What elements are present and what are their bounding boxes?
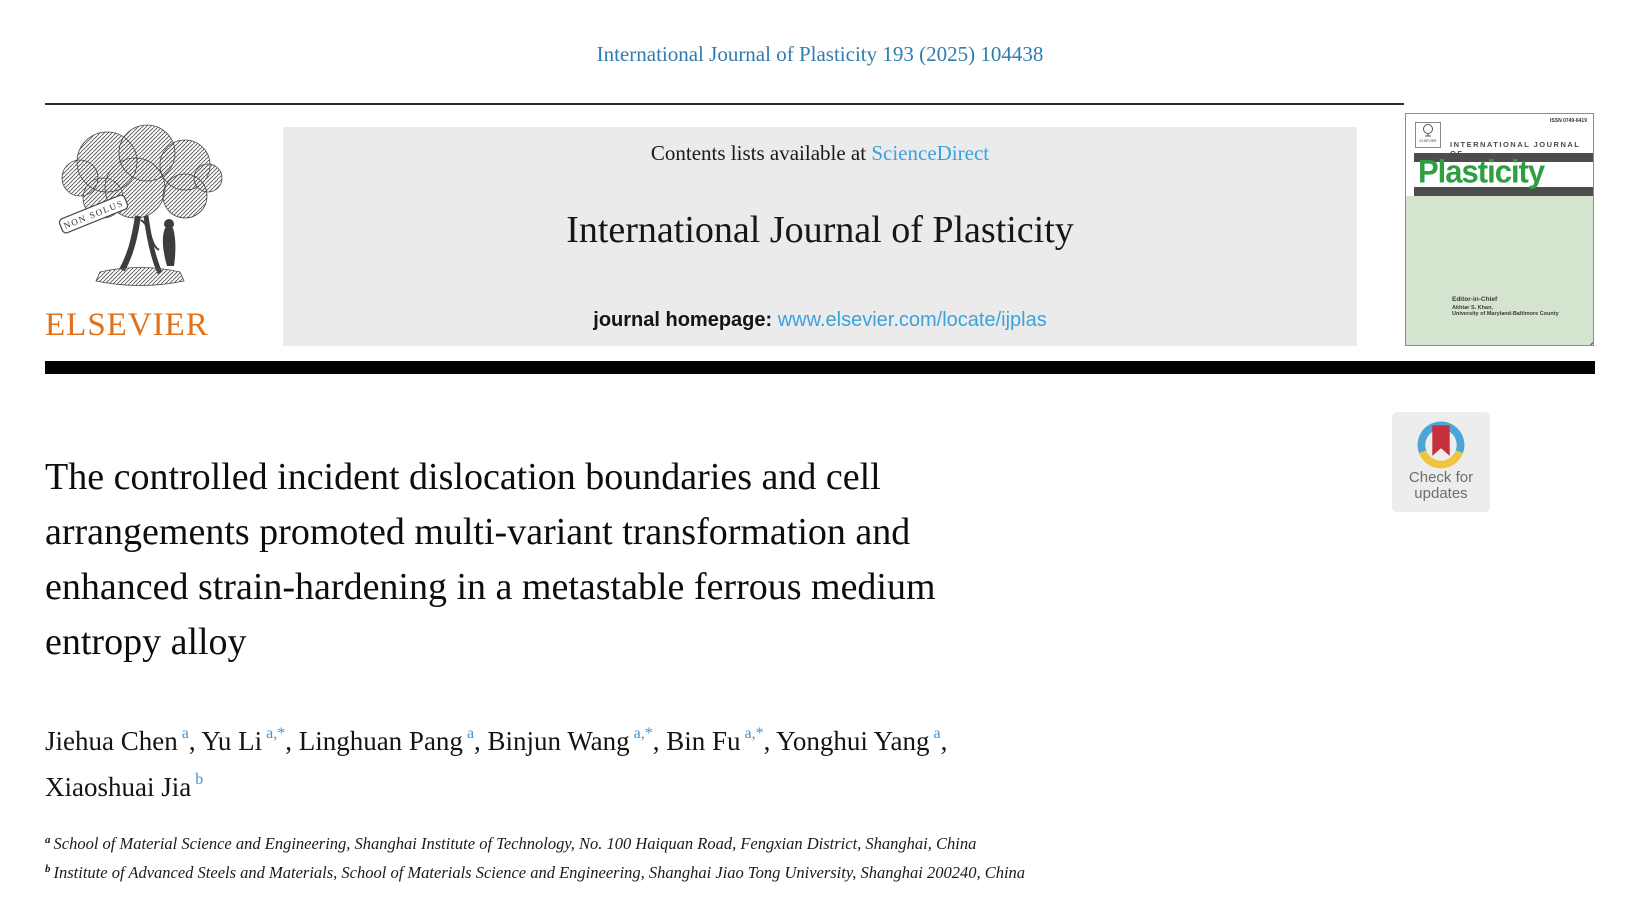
section-divider-bar [45,361,1595,374]
crossmark-logo [1392,420,1490,470]
author-name: Xiaoshuai Jia [45,772,192,802]
check-badge-label: Check for updates [1392,470,1490,502]
author-affiliation-sup: a,* [633,725,653,742]
author-name: Yu Li [201,726,263,756]
author-name: Yonghui Yang [776,726,930,756]
journal-citation-header: International Journal of Plasticity 193 … [596,42,1044,66]
homepage-label: journal homepage: [593,309,778,331]
cover-editor-label: Editor-in-Chief [1452,296,1498,303]
author-list: Jiehua Chen a, Yu Li a,*, Linghuan Pang a, … [45,725,1365,803]
author-name: Jiehua Chen [45,726,178,756]
author-name: Bin Fu [666,726,741,756]
cover-editor-affiliation: University of Maryland-Baltimore County [1452,311,1559,317]
elsevier-wordmark: ELSEVIER [45,307,209,343]
homepage-line: journal homepage: www.elsevier.com/locat… [283,309,1357,332]
affiliation-sup: b [45,863,51,875]
author-name: Linghuan Pang [298,726,463,756]
author-separator: , [652,726,667,756]
author-affiliation-sup: b [195,771,204,788]
author-separator: , [940,726,948,756]
cover-body: Editor-in-Chief Akhtar S. Khan, Universi… [1406,196,1593,345]
journal-cover-thumbnail[interactable]: ISSN 0749-6419 ELSEVIER INTERNATIONAL JO… [1405,113,1594,346]
cover-elsevier-mini-logo: ELSEVIER [1415,122,1441,148]
check-for-updates-badge[interactable]: Check for updates [1392,412,1490,512]
author-separator: , [285,726,299,756]
article-title: The controlled incident dislocation boun… [45,450,1345,670]
author-affiliation-sup: a [933,725,941,742]
affiliation-b: b Institute of Advanced Steels and Materi… [45,863,1385,883]
crossmark-bookmark-icon [1432,425,1450,456]
affiliation-text: Institute of Advanced Steels and Materia… [53,863,1026,882]
cover-diagonal-rule-1 [1519,337,1593,345]
cover-title-logotype: Plasticity [1418,153,1545,190]
cover-editor-block: Editor-in-Chief Akhtar S. Khan, Universi… [1452,296,1559,317]
author-affiliation-sup: a,* [266,725,286,742]
affiliation-text: School of Material Science and Engineeri… [53,834,977,853]
sciencedirect-link[interactable]: ScienceDirect [871,141,990,165]
affiliations-block: a School of Material Science and Engineer… [45,834,1385,892]
cover-editor-name: Akhtar S. Khan, [1452,305,1493,311]
article-title-line: arrangements promoted multi-variant tran… [45,511,911,553]
author-list-line1: Jiehua Chen a, Yu Li a,*, Linghuan Pang a, … [45,725,1365,757]
author-affiliation-sup: a [466,725,475,742]
check-badge-label-line2: updates [1414,485,1468,502]
author-separator: , [188,726,202,756]
article-title-line: The controlled incident dislocation boun… [45,456,881,498]
article-title-line: entropy alloy [45,621,247,663]
author-name: Binjun Wang [487,726,630,756]
contents-prefix: Contents lists available at [650,141,872,165]
affiliation-a: a School of Material Science and Engineer… [45,834,1385,854]
cover-bottom-bar [1414,187,1593,196]
elsevier-tree-icon: NON SOLUS [58,124,223,286]
homepage-url-link[interactable]: www.elsevier.com/locate/ijplas [777,309,1047,331]
affiliation-sup: a [45,834,51,846]
elsevier-logo: NON SOLUS ELSEVIER [45,118,240,346]
masthead-journal-title: International Journal of Plasticity [566,209,1074,251]
article-title-line: enhanced strain-hardening in a metastabl… [45,566,936,608]
contents-line: Contents lists available at ScienceDirec… [283,141,1357,166]
author-affiliation-sup: a,* [744,725,764,742]
top-divider-rule [45,103,1404,105]
author-list-line2: Xiaoshuai Jia b [45,771,1365,803]
cover-top-bar [1414,153,1593,162]
masthead-box: Contents lists available at ScienceDirec… [283,127,1357,346]
cover-mini-tree-icon [1423,124,1433,137]
cover-issn: ISSN 0749-6419 [1550,118,1587,124]
check-badge-label-line1: Check for [1408,469,1474,486]
author-separator: , [474,726,488,756]
cover-mini-wordmark: ELSEVIER [1419,139,1437,143]
author-separator: , [763,726,777,756]
author-affiliation-sup: a [181,725,189,742]
